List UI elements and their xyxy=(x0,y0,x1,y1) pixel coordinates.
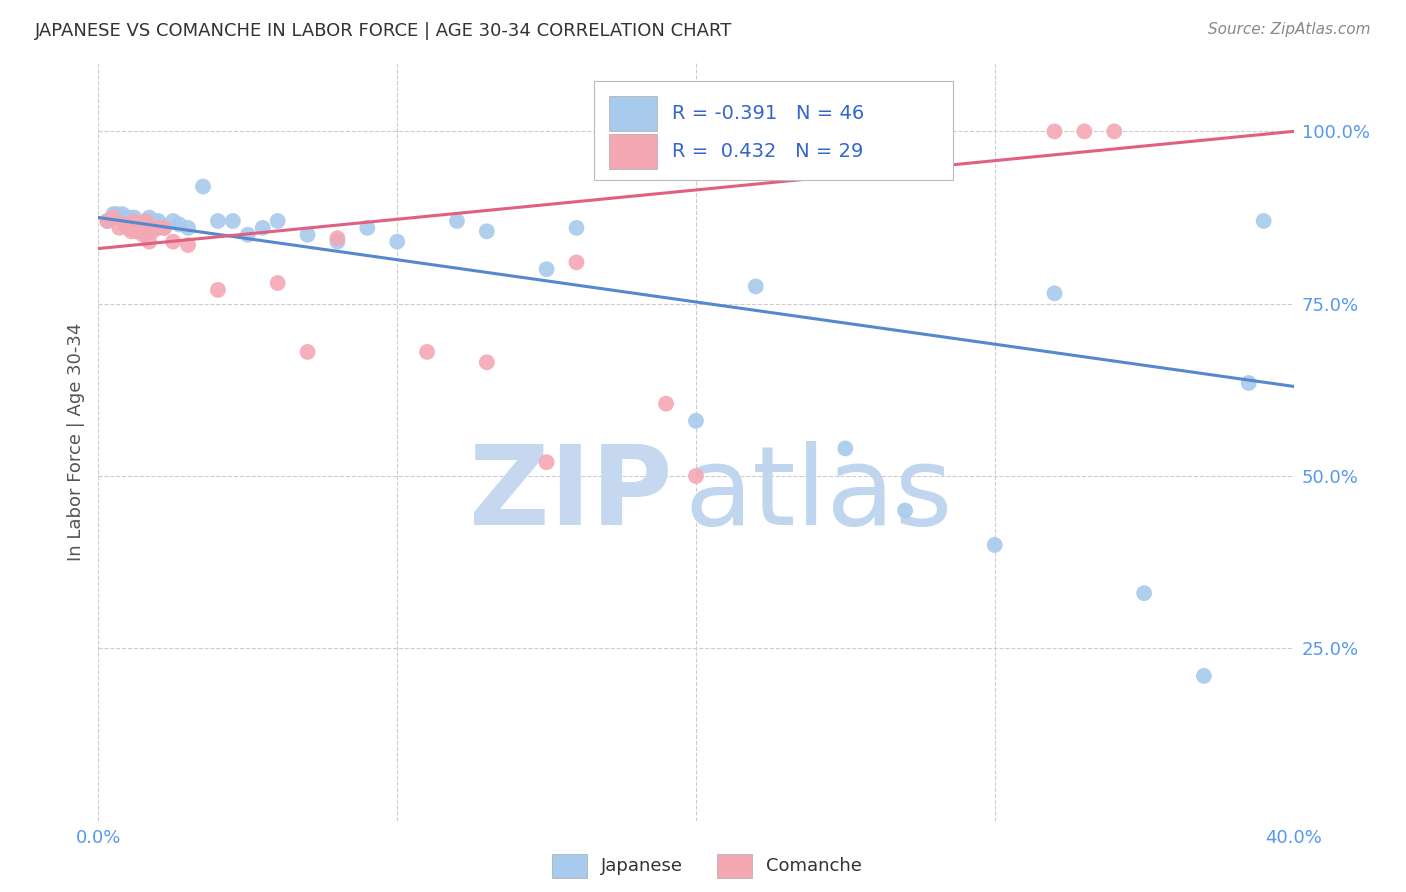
Point xyxy=(150,218,173,232)
Point xyxy=(108,220,131,235)
Point xyxy=(984,538,1007,552)
Point xyxy=(117,220,139,235)
Point xyxy=(191,179,214,194)
Point xyxy=(297,227,319,242)
Point xyxy=(96,214,118,228)
Point xyxy=(138,211,160,225)
Point xyxy=(141,224,163,238)
Point xyxy=(120,224,142,238)
Point xyxy=(127,224,149,238)
Point xyxy=(135,214,157,228)
Point xyxy=(124,214,146,228)
Point xyxy=(162,235,184,249)
Bar xyxy=(609,95,657,130)
Y-axis label: In Labor Force | Age 30-34: In Labor Force | Age 30-34 xyxy=(66,322,84,561)
Point xyxy=(236,227,259,242)
Point xyxy=(129,218,152,232)
Point xyxy=(222,214,245,228)
Point xyxy=(356,220,378,235)
Point xyxy=(167,218,190,232)
FancyBboxPatch shape xyxy=(595,81,953,180)
Point xyxy=(745,279,768,293)
Point xyxy=(207,283,229,297)
Point xyxy=(153,220,176,235)
Text: Japanese: Japanese xyxy=(602,857,683,875)
Point xyxy=(1192,669,1215,683)
Point xyxy=(267,276,290,290)
Point xyxy=(655,396,678,410)
Point xyxy=(143,220,166,235)
Point xyxy=(326,231,349,245)
Point xyxy=(177,238,200,252)
Bar xyxy=(717,855,752,878)
Point xyxy=(141,214,163,228)
Point xyxy=(446,214,468,228)
Text: Source: ZipAtlas.com: Source: ZipAtlas.com xyxy=(1208,22,1371,37)
Point xyxy=(1253,214,1275,228)
Point xyxy=(1237,376,1260,390)
Point xyxy=(148,220,170,235)
Point xyxy=(1073,124,1095,138)
Text: ZIP: ZIP xyxy=(468,442,672,548)
Point xyxy=(120,218,142,232)
Point xyxy=(177,220,200,235)
Point xyxy=(685,414,707,428)
Point xyxy=(267,214,290,228)
Point xyxy=(385,235,409,249)
Point xyxy=(153,220,176,235)
Text: atlas: atlas xyxy=(685,442,952,548)
Point xyxy=(114,218,136,232)
Text: JAPANESE VS COMANCHE IN LABOR FORCE | AGE 30-34 CORRELATION CHART: JAPANESE VS COMANCHE IN LABOR FORCE | AG… xyxy=(35,22,733,40)
Point xyxy=(124,211,146,225)
Point xyxy=(103,211,125,225)
Point xyxy=(297,345,319,359)
Point xyxy=(162,214,184,228)
Text: Comanche: Comanche xyxy=(766,857,862,875)
Point xyxy=(207,214,229,228)
Point xyxy=(685,469,707,483)
Point xyxy=(103,207,125,221)
Point xyxy=(416,345,439,359)
Point xyxy=(96,214,118,228)
Point xyxy=(252,220,274,235)
Point xyxy=(108,211,131,225)
Point xyxy=(565,220,588,235)
Point xyxy=(148,214,170,228)
Point xyxy=(894,503,917,517)
Point xyxy=(138,235,160,249)
Point xyxy=(475,224,498,238)
Point xyxy=(1043,286,1066,301)
Point xyxy=(1043,124,1066,138)
Point xyxy=(536,262,558,277)
Point xyxy=(111,207,134,221)
Point xyxy=(326,235,349,249)
Text: R =  0.432   N = 29: R = 0.432 N = 29 xyxy=(672,142,863,161)
Point xyxy=(135,214,157,228)
Point xyxy=(105,207,128,221)
Point xyxy=(834,442,856,456)
Point xyxy=(536,455,558,469)
Bar xyxy=(551,855,588,878)
Point xyxy=(132,227,155,242)
Point xyxy=(475,355,498,369)
Point xyxy=(114,214,136,228)
Text: R = -0.391   N = 46: R = -0.391 N = 46 xyxy=(672,103,865,123)
Point xyxy=(1133,586,1156,600)
Point xyxy=(565,255,588,269)
Point xyxy=(132,224,155,238)
Bar xyxy=(609,134,657,169)
Point xyxy=(1104,124,1126,138)
Point xyxy=(127,224,149,238)
Point xyxy=(117,211,139,225)
